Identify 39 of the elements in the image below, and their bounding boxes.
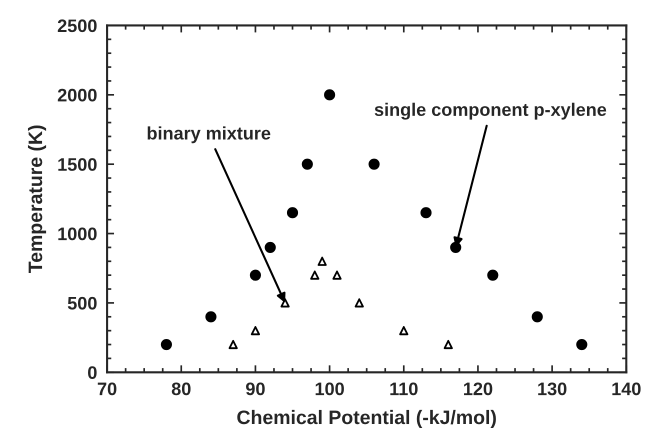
point (205, 311, 216, 322)
x-axis-title: Chemical Potential (-kJ/mol) (237, 410, 496, 428)
point (576, 338, 588, 350)
point (444, 340, 453, 350)
point (286, 207, 298, 218)
x-tick-label: 120 (464, 382, 492, 396)
x-tick-label: 80 (172, 382, 191, 396)
point (354, 298, 364, 308)
point (310, 270, 320, 280)
point (420, 207, 432, 218)
point (264, 242, 276, 253)
x-tick-label: 130 (538, 382, 566, 396)
point (280, 298, 290, 308)
point (160, 338, 172, 350)
point (487, 270, 498, 281)
y-tick-label: 0 (88, 366, 97, 379)
x-tick-label: 70 (98, 382, 116, 396)
y-tick-label: 1500 (58, 158, 97, 171)
y-axis-title: Temperature (K) (28, 125, 46, 274)
point (324, 89, 336, 100)
y-tick-label: 1000 (58, 227, 97, 240)
point (302, 158, 313, 170)
y-tick-label: 500 (68, 296, 97, 310)
point (318, 256, 327, 266)
y-tick-label: 2500 (58, 19, 97, 32)
annotation: single component p-xylene (374, 102, 606, 120)
point (250, 326, 260, 336)
point (368, 158, 380, 170)
annotation: binary mixture (148, 126, 270, 144)
point (250, 270, 261, 281)
point (332, 270, 342, 280)
x-tick-label: 100 (316, 382, 344, 396)
x-tick-label: 140 (612, 382, 641, 396)
x-tick-label: 110 (390, 382, 418, 396)
x-tick-label: 90 (246, 382, 265, 396)
y-tick-label: 2000 (58, 88, 97, 102)
point (228, 340, 238, 350)
point (399, 326, 408, 336)
point (532, 311, 543, 322)
